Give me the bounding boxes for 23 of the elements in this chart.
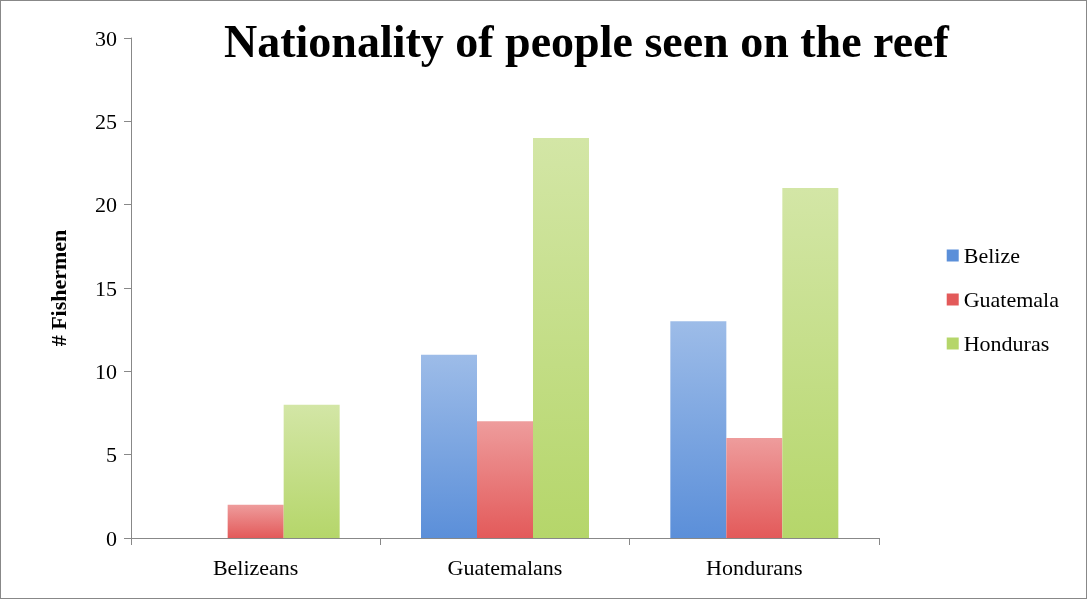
bar (726, 438, 783, 538)
bar (533, 138, 589, 538)
legend-label: Honduras (963, 331, 1050, 356)
y-tick-label: 15 (95, 275, 117, 301)
y-axis-title: # Fishermen (45, 229, 71, 347)
y-tick-label: 10 (95, 358, 117, 384)
legend-label: Guatemala (963, 287, 1060, 312)
y-tick-label: 25 (95, 108, 117, 134)
bar (421, 354, 477, 538)
bar (477, 421, 533, 538)
x-tick-label: Belizeans (212, 554, 299, 580)
bar (670, 321, 727, 538)
x-tick-label: Guatemalans (447, 554, 563, 580)
chart-title: Nationality of people seen on the reef (224, 15, 950, 67)
bar (782, 188, 839, 538)
bar (283, 404, 340, 538)
y-tick-label: 20 (95, 192, 117, 218)
y-tick-label: 5 (106, 442, 117, 468)
x-tick-label: Hondurans (706, 554, 803, 580)
y-tick-label: 0 (106, 525, 117, 551)
bar (227, 504, 284, 538)
legend-label: Belize (963, 243, 1020, 268)
y-tick-label: 30 (95, 25, 117, 51)
